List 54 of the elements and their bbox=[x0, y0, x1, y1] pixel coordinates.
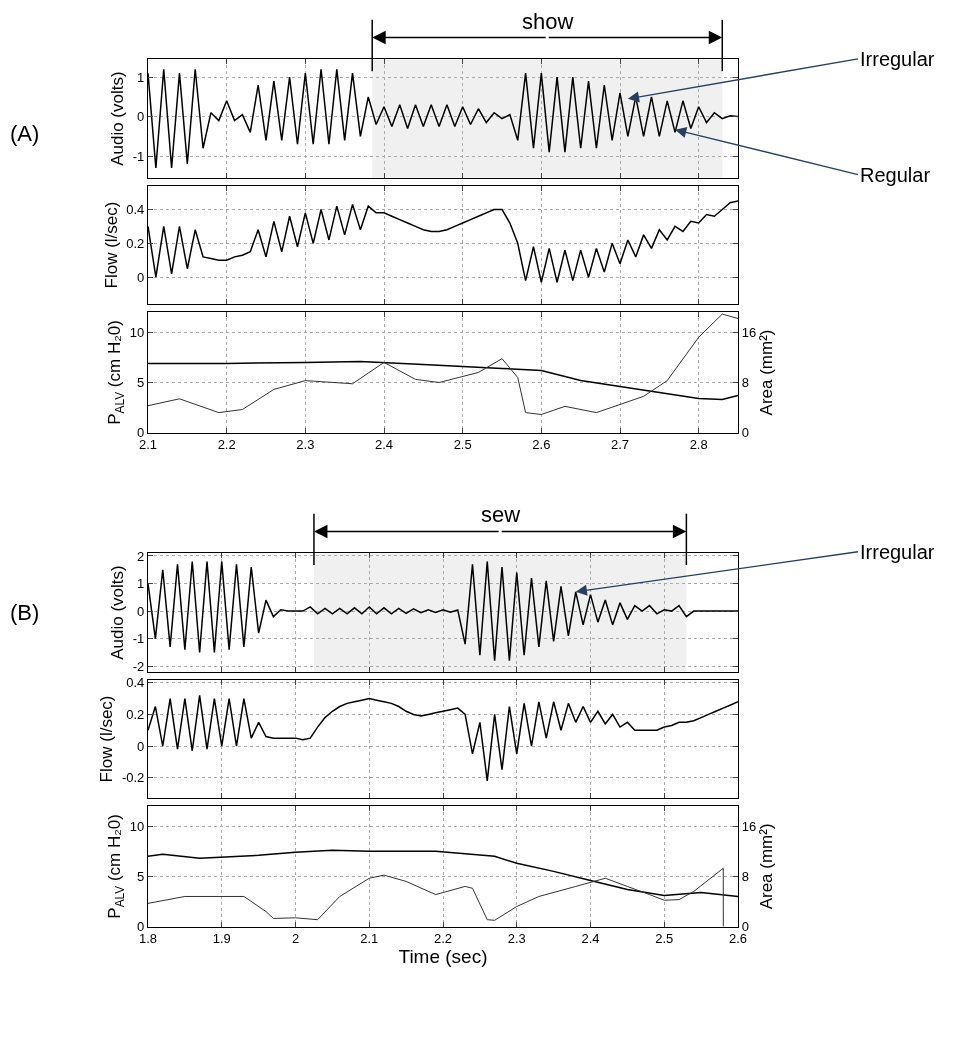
x-axis-title: Time (sec) bbox=[398, 946, 488, 968]
x-tick-label: 2.5 bbox=[655, 931, 674, 947]
y-tick-label: 0 bbox=[137, 603, 145, 619]
y-tick-label: 10 bbox=[129, 818, 145, 834]
y2-tick-label: 0 bbox=[741, 425, 749, 441]
y-tick-label: 2 bbox=[137, 548, 145, 564]
y-tick-label: 0 bbox=[137, 738, 145, 754]
x-tick-label: 2.6 bbox=[532, 437, 551, 453]
y2-tick-label: 8 bbox=[741, 375, 749, 391]
y-tick-label: 1 bbox=[137, 576, 145, 592]
y-tick-label: 10 bbox=[129, 324, 145, 340]
y-tick-label: 0.2 bbox=[126, 235, 145, 251]
text: (A) bbox=[10, 121, 40, 146]
x-tick-label: 2.8 bbox=[689, 437, 708, 453]
x-tick-label: 2.4 bbox=[581, 931, 600, 947]
y-tick-label: 0.4 bbox=[126, 675, 145, 691]
x-tick-label: 2.4 bbox=[374, 437, 394, 453]
y2-axis-title: Area (mm²) bbox=[756, 329, 776, 416]
band-label: show bbox=[522, 9, 574, 34]
y-tick-label: 0.2 bbox=[126, 706, 145, 722]
x-tick-label: 2.3 bbox=[507, 931, 526, 947]
y-tick-label: -2 bbox=[132, 658, 145, 674]
y2-tick-label: 8 bbox=[741, 868, 749, 884]
y-tick-label: 1 bbox=[137, 69, 145, 85]
y-axis-title: Audio (volts) bbox=[108, 565, 128, 660]
y-axis-title: Flow (l/sec) bbox=[97, 695, 117, 783]
x-tick-label: 2 bbox=[291, 931, 300, 947]
y-axis-title: Flow (l/sec) bbox=[101, 201, 121, 289]
y-tick-label: 5 bbox=[137, 868, 145, 884]
x-tick-label: 2.5 bbox=[453, 437, 472, 453]
y2-tick-label: 16 bbox=[741, 818, 757, 834]
line-series bbox=[148, 867, 724, 927]
y2-tick-label: 16 bbox=[741, 324, 757, 340]
y-tick-label: 0.4 bbox=[126, 202, 145, 218]
y-tick-label: 0 bbox=[137, 109, 145, 125]
y-tick-label: 0 bbox=[137, 269, 145, 285]
annotation: Regular bbox=[860, 164, 931, 186]
y-tick-label: -1 bbox=[132, 631, 145, 647]
y-tick-label: -1 bbox=[132, 148, 145, 164]
x-tick-label: 2.2 bbox=[217, 437, 236, 453]
y-tick-label: -0.2 bbox=[121, 770, 145, 786]
line-series bbox=[148, 313, 738, 416]
x-tick-label: 2.3 bbox=[296, 437, 315, 453]
y-tick-label: 5 bbox=[137, 375, 145, 391]
text: (B) bbox=[10, 600, 40, 625]
x-tick-label: 2.7 bbox=[610, 437, 630, 453]
annotation: Irregular bbox=[860, 541, 935, 563]
annotation: Irregular bbox=[860, 48, 935, 70]
x-tick-label: 1.9 bbox=[212, 931, 231, 947]
y-axis-title: Audio (volts) bbox=[108, 71, 128, 166]
band-label: sew bbox=[481, 502, 521, 527]
x-tick-label: 2.2 bbox=[433, 931, 453, 947]
x-tick-label: 2.1 bbox=[360, 931, 379, 947]
y2-axis-title: Area (mm²) bbox=[756, 823, 776, 910]
